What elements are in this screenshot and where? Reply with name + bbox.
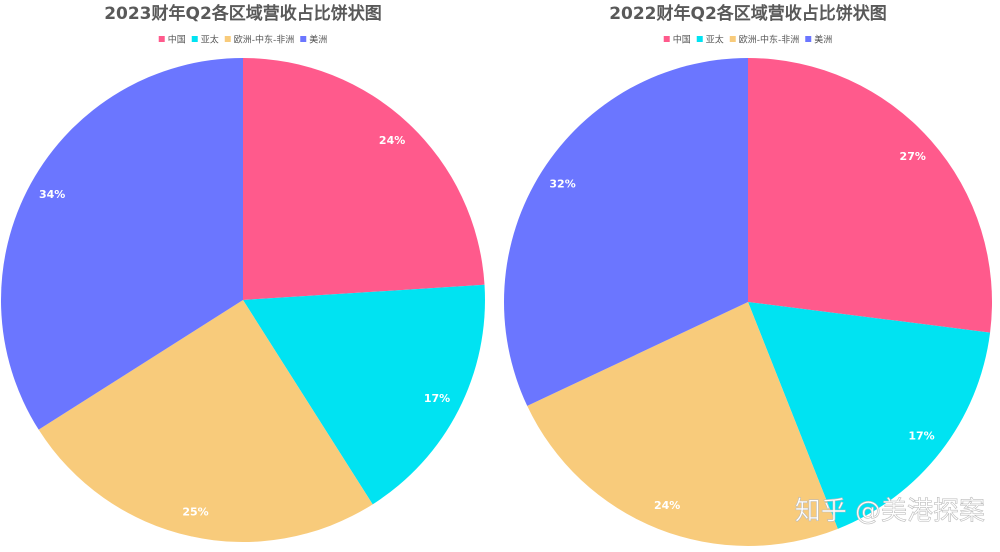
pie-slice — [748, 302, 991, 529]
chart-title: 2022财年Q2各区域营收占比饼状图 — [609, 3, 887, 24]
data-label: 17% — [424, 392, 450, 405]
legend-swatch — [696, 36, 703, 42]
chart-title: 2023财年Q2各区域营收占比饼状图 — [104, 3, 382, 24]
data-label: 24% — [379, 134, 405, 147]
legend-label: 亚太 — [706, 34, 724, 46]
legend-label: 中国 — [673, 34, 691, 46]
data-label: 32% — [549, 177, 575, 190]
data-label: 27% — [900, 150, 926, 163]
legend-label: 美洲 — [814, 34, 832, 46]
pie-slice — [38, 300, 373, 542]
legend-swatch — [158, 36, 165, 42]
pie-slice — [503, 58, 748, 406]
pie-slice — [243, 284, 485, 505]
data-label: 34% — [39, 188, 65, 201]
legend-swatch — [300, 36, 307, 42]
data-label: 24% — [654, 499, 680, 512]
watermark: 知乎 @美港探案 — [795, 497, 985, 527]
legend-swatch — [805, 36, 812, 42]
pie-slice — [1, 58, 244, 430]
data-label: 25% — [182, 506, 208, 519]
legend-swatch — [729, 36, 736, 42]
pie-slice — [748, 58, 992, 333]
legend-swatch — [224, 36, 231, 42]
legend-label: 欧洲-中东-非洲 — [739, 34, 800, 46]
legend-label: 美洲 — [309, 34, 327, 46]
legend-swatch — [663, 36, 670, 42]
legend-label: 欧洲-中东-非洲 — [234, 34, 295, 46]
data-label: 17% — [908, 430, 934, 443]
pie-slice — [243, 58, 485, 300]
legend-swatch — [191, 36, 198, 42]
legend-label: 中国 — [168, 34, 186, 46]
legend-label: 亚太 — [201, 34, 219, 46]
pie-slice — [527, 302, 838, 546]
